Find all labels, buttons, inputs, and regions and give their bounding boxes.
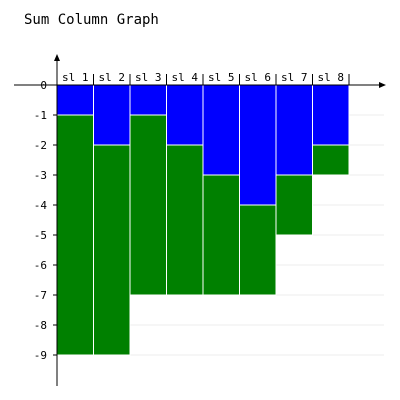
category-label: sl 1 [62,71,89,84]
bar-segment-1 [239,84,277,206]
bar-segment-2 [129,114,167,296]
bar-segment-1 [202,84,240,176]
y-axis-arrow-icon [54,54,60,61]
y-tick-label: -6 [34,259,47,272]
bar-segment-2 [202,174,240,296]
y-tick-label: -7 [34,289,47,302]
category-label: sl 8 [318,71,345,84]
bar-segment-1 [93,84,131,146]
category-label: sl 5 [208,71,235,84]
bar-segment-2 [93,144,131,356]
bar-segment-2 [166,144,204,296]
bar-segment-1 [166,84,204,146]
bar-segment-2 [275,174,313,236]
category-label: sl 3 [135,71,162,84]
category-label: sl 6 [245,71,272,84]
bar-segment-1 [312,84,350,146]
category-label: sl 2 [99,71,126,84]
y-tick-label: -9 [34,349,47,362]
bar-segment-1 [129,84,167,116]
y-tick-label: -2 [34,139,47,152]
chart-title: Sum Column Graph [24,12,159,28]
labels: 0 -1 -2 -3 -4 -5 -6 -7 -8 -9 sl 1 sl 2 sl 3 sl 4 sl 5 s… [34,71,350,362]
y-tick-label: -3 [34,169,47,182]
bar-segment-2 [239,204,277,296]
bar-segment-1 [275,84,313,176]
category-label: sl 7 [281,71,308,84]
bar-segment-2 [312,144,350,176]
y-tick-label: -4 [34,199,48,212]
y-tick-label: -1 [34,109,47,122]
bars [56,84,350,356]
y-tick-label: 0 [40,79,47,92]
bar-segment-1 [56,84,94,116]
category-label: sl 4 [172,71,199,84]
y-tick-label: -8 [34,319,47,332]
bar-segment-2 [56,114,94,356]
y-tick-label: -5 [34,229,47,242]
x-axis-arrow-icon [379,82,386,88]
axes [14,54,386,386]
